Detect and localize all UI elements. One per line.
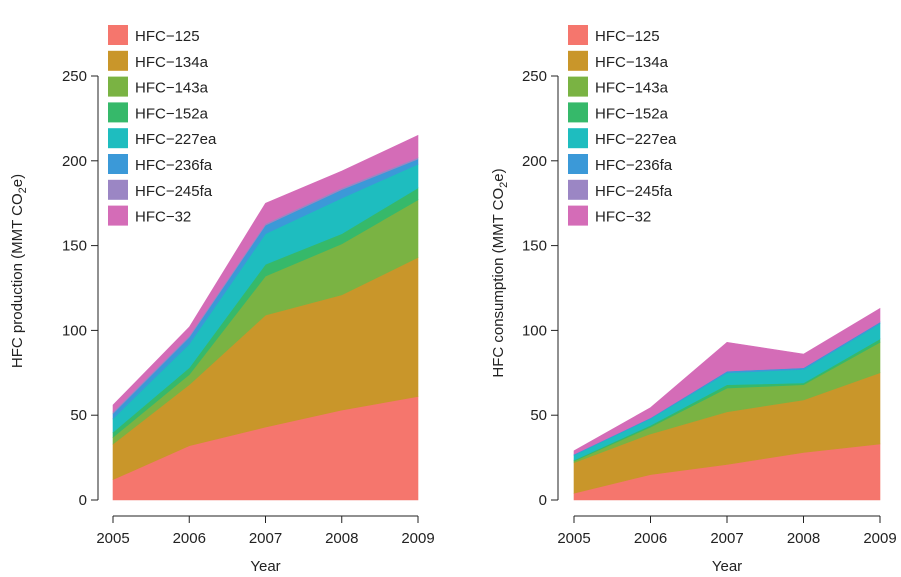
y-tick-label: 100 — [62, 322, 87, 339]
x-tick-label: 2008 — [787, 530, 820, 547]
legend: HFC−125 HFC−134a HFC−143a HFC−152a HFC−227ea… — [108, 25, 217, 226]
legend-swatch-2 — [568, 76, 588, 97]
legend-label-0: HFC−125 — [595, 28, 660, 45]
y-axis-title-main: HFC consumption (MMT CO — [490, 188, 507, 378]
y-tick-label: 250 — [62, 68, 87, 85]
legend-swatch-0 — [108, 25, 128, 45]
legend-swatch-3 — [108, 102, 128, 123]
legend-label-0: HFC−125 — [135, 28, 200, 45]
x-tick-label: 2007 — [249, 530, 282, 547]
legend-label-6: HFC−245fa — [135, 183, 213, 200]
legend-label-6: HFC−245fa — [595, 183, 673, 200]
legend-swatch-5 — [568, 154, 588, 174]
legend-swatch-1 — [568, 50, 588, 71]
legend-swatch-0 — [568, 25, 588, 45]
x-tick-label: 2006 — [173, 530, 206, 547]
y-tick-label: 200 — [62, 153, 87, 170]
legend-label-5: HFC−236fa — [135, 157, 213, 174]
y-tick-label: 150 — [62, 238, 87, 255]
legend-swatch-7 — [568, 205, 588, 226]
area-series-7 — [112, 134, 419, 413]
x-tick-label: 2005 — [557, 530, 590, 547]
y-tick-label: 100 — [522, 322, 547, 339]
legend-label-7: HFC−32 — [595, 209, 651, 226]
legend-label-4: HFC−227ea — [595, 131, 677, 148]
legend-label-5: HFC−236fa — [595, 157, 673, 174]
legend-label-7: HFC−32 — [135, 209, 191, 226]
legend-swatch-5 — [108, 154, 128, 174]
y-tick-label: 250 — [522, 68, 547, 85]
legend-label-2: HFC−143a — [135, 80, 209, 97]
y-tick-label: 150 — [522, 238, 547, 255]
y-axis-title-subscript: 2 — [17, 187, 29, 193]
legend-swatch-7 — [108, 205, 128, 226]
x-axis-title: Year — [250, 558, 280, 575]
legend-label-1: HFC−134a — [135, 54, 209, 71]
legend-label-3: HFC−152a — [595, 105, 669, 122]
legend-label-2: HFC−143a — [595, 80, 669, 97]
consumption-chart: 2005 2006 2007 2008 2009 0 50 100 150 200 250 Year H… — [490, 25, 897, 575]
legend-swatch-4 — [568, 128, 588, 149]
legend: HFC−125 HFC−134a HFC−143a HFC−152a HFC−227ea… — [568, 25, 677, 226]
legend-swatch-4 — [108, 128, 128, 149]
area-series-7 — [573, 307, 881, 455]
y-axis-title: HFC production (MMT CO2e) — [9, 174, 29, 368]
y-axis-title: HFC consumption (MMT CO2e) — [490, 168, 510, 377]
y-tick-label: 50 — [530, 407, 547, 424]
x-tick-label: 2006 — [634, 530, 667, 547]
legend-swatch-6 — [108, 179, 128, 200]
x-axis-title: Year — [712, 558, 742, 575]
production-chart: 2005 2006 2007 2008 2009 0 50 100 150 200 250 Year H… — [9, 25, 435, 575]
x-tick-label: 2009 — [863, 530, 896, 547]
legend-label-4: HFC−227ea — [135, 131, 217, 148]
y-tick-label: 0 — [539, 492, 547, 509]
y-axis-title-subscript: 2 — [498, 182, 510, 188]
legend-label-3: HFC−152a — [135, 105, 209, 122]
legend-swatch-2 — [108, 76, 128, 97]
y-axis-title-end: e) — [9, 174, 26, 187]
legend-swatch-3 — [568, 102, 588, 123]
legend-swatch-6 — [568, 179, 588, 200]
x-tick-label: 2009 — [401, 530, 434, 547]
x-tick-label: 2007 — [710, 530, 743, 547]
x-tick-label: 2005 — [96, 530, 129, 547]
y-tick-label: 200 — [522, 153, 547, 170]
legend-label-1: HFC−134a — [595, 54, 669, 71]
y-tick-label: 0 — [79, 492, 87, 509]
x-tick-label: 2008 — [325, 530, 358, 547]
y-axis-title-main: HFC production (MMT CO — [9, 193, 26, 368]
y-tick-label: 50 — [70, 407, 87, 424]
legend-swatch-1 — [108, 50, 128, 71]
y-axis-title-end: e) — [490, 168, 507, 181]
